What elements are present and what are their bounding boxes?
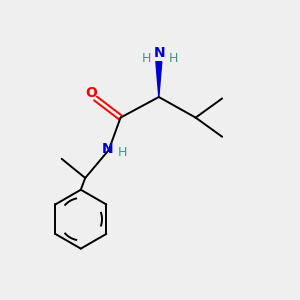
Text: N: N bbox=[154, 46, 166, 60]
Text: N: N bbox=[101, 142, 113, 155]
Text: H: H bbox=[142, 52, 151, 64]
Text: O: O bbox=[85, 86, 97, 100]
Polygon shape bbox=[156, 62, 162, 97]
Text: H: H bbox=[117, 146, 127, 159]
Text: H: H bbox=[169, 52, 178, 64]
